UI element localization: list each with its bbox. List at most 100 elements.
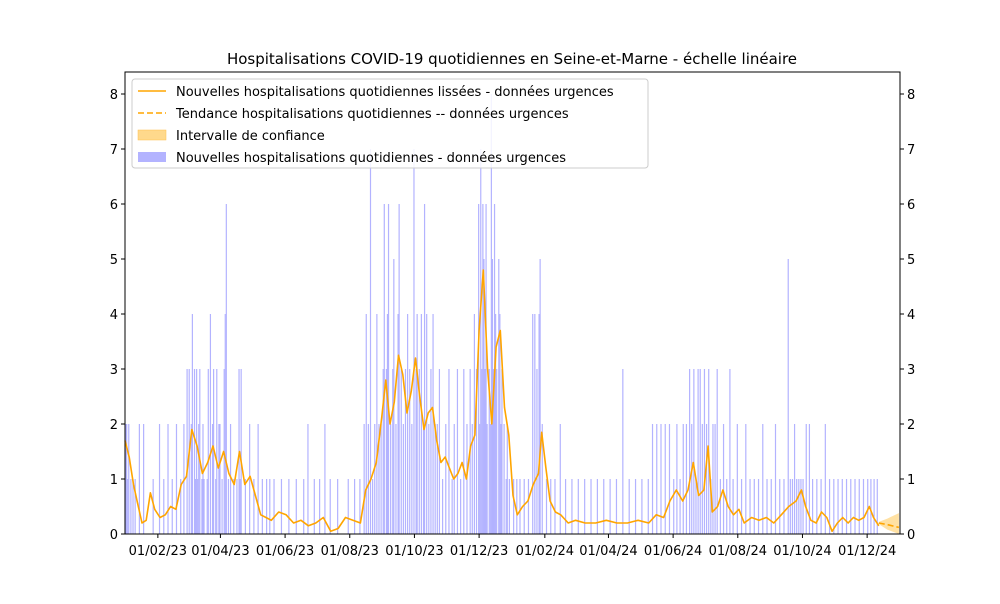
bar xyxy=(714,424,716,534)
bar xyxy=(536,369,538,534)
bar xyxy=(324,424,326,534)
bar xyxy=(409,369,411,534)
bar xyxy=(491,259,494,534)
bar xyxy=(329,479,331,534)
bar xyxy=(505,479,507,534)
bar xyxy=(397,314,399,534)
bar xyxy=(541,424,543,534)
y-tick-label-left: 8 xyxy=(110,88,118,103)
bar xyxy=(460,479,462,534)
y-tick-label-right: 6 xyxy=(907,198,915,213)
bar xyxy=(726,479,728,534)
y-tick-label-right: 3 xyxy=(907,363,915,378)
bar xyxy=(503,424,505,534)
y-tick-label-left: 6 xyxy=(110,198,118,213)
bar xyxy=(471,424,473,534)
bar xyxy=(697,369,699,534)
x-tick-label: 01/10/24 xyxy=(773,544,831,559)
bar xyxy=(207,369,209,534)
bar xyxy=(198,424,200,534)
bar xyxy=(423,204,426,534)
bar xyxy=(787,259,789,534)
bar xyxy=(732,479,734,534)
bar xyxy=(664,424,666,534)
bar xyxy=(194,479,197,534)
bar xyxy=(584,479,586,534)
bar xyxy=(816,479,818,534)
bar xyxy=(374,424,376,534)
bar xyxy=(800,479,802,534)
bar xyxy=(202,424,204,534)
bar xyxy=(128,424,130,534)
bar xyxy=(495,314,497,534)
bar xyxy=(837,479,839,534)
legend-label: Nouvelles hospitalisations quotidiennes … xyxy=(176,85,614,100)
bar xyxy=(359,479,361,534)
bar xyxy=(432,314,434,534)
y-tick-label-left: 7 xyxy=(110,143,118,158)
bar xyxy=(380,424,382,534)
bar xyxy=(808,424,811,534)
bar xyxy=(442,479,444,534)
bar xyxy=(676,424,678,534)
bar xyxy=(385,369,388,534)
bar xyxy=(496,369,498,534)
bar xyxy=(451,479,453,534)
bar xyxy=(365,314,367,534)
bar xyxy=(508,479,510,534)
bar xyxy=(211,424,214,534)
confidence-band xyxy=(878,513,899,534)
bar xyxy=(596,479,598,534)
bar xyxy=(656,424,658,534)
bar xyxy=(422,424,425,534)
bar xyxy=(498,259,500,534)
bar xyxy=(257,424,259,534)
bar xyxy=(347,479,349,534)
bar xyxy=(196,369,198,534)
bar xyxy=(363,424,365,534)
bar xyxy=(138,424,140,534)
bar xyxy=(253,479,255,534)
x-tick-label: 01/02/24 xyxy=(516,544,574,559)
bar xyxy=(218,424,220,534)
y-tick-label-right: 7 xyxy=(907,143,915,158)
bar xyxy=(307,424,309,534)
y-tick-label-right: 5 xyxy=(907,253,915,268)
bar xyxy=(134,479,136,534)
bar xyxy=(516,479,518,534)
bar xyxy=(668,424,671,534)
bar xyxy=(280,479,283,534)
bar xyxy=(615,479,618,534)
y-tick-label-left: 5 xyxy=(110,253,118,268)
bar xyxy=(215,479,217,534)
bar xyxy=(749,479,751,534)
bar xyxy=(854,479,856,534)
y-tick-label-left: 4 xyxy=(110,308,118,323)
bar xyxy=(430,369,432,534)
bar xyxy=(482,204,484,534)
bar xyxy=(519,479,521,534)
bar xyxy=(870,479,872,534)
bar xyxy=(224,314,226,534)
bar xyxy=(628,479,630,534)
bar xyxy=(641,479,643,534)
bar xyxy=(691,424,693,534)
bar xyxy=(463,369,465,534)
bar xyxy=(729,369,731,534)
bar xyxy=(774,424,777,534)
bar xyxy=(603,479,605,534)
bar xyxy=(387,204,390,534)
bar xyxy=(273,479,275,534)
bar xyxy=(862,479,865,534)
bar xyxy=(486,424,488,534)
bar xyxy=(337,479,339,534)
bar xyxy=(415,369,417,534)
y-tick-label-right: 2 xyxy=(907,418,915,433)
bar xyxy=(539,259,541,534)
bar xyxy=(186,369,188,534)
bar xyxy=(295,479,297,534)
bar xyxy=(679,479,681,534)
bar xyxy=(712,424,714,534)
bar xyxy=(828,479,831,534)
